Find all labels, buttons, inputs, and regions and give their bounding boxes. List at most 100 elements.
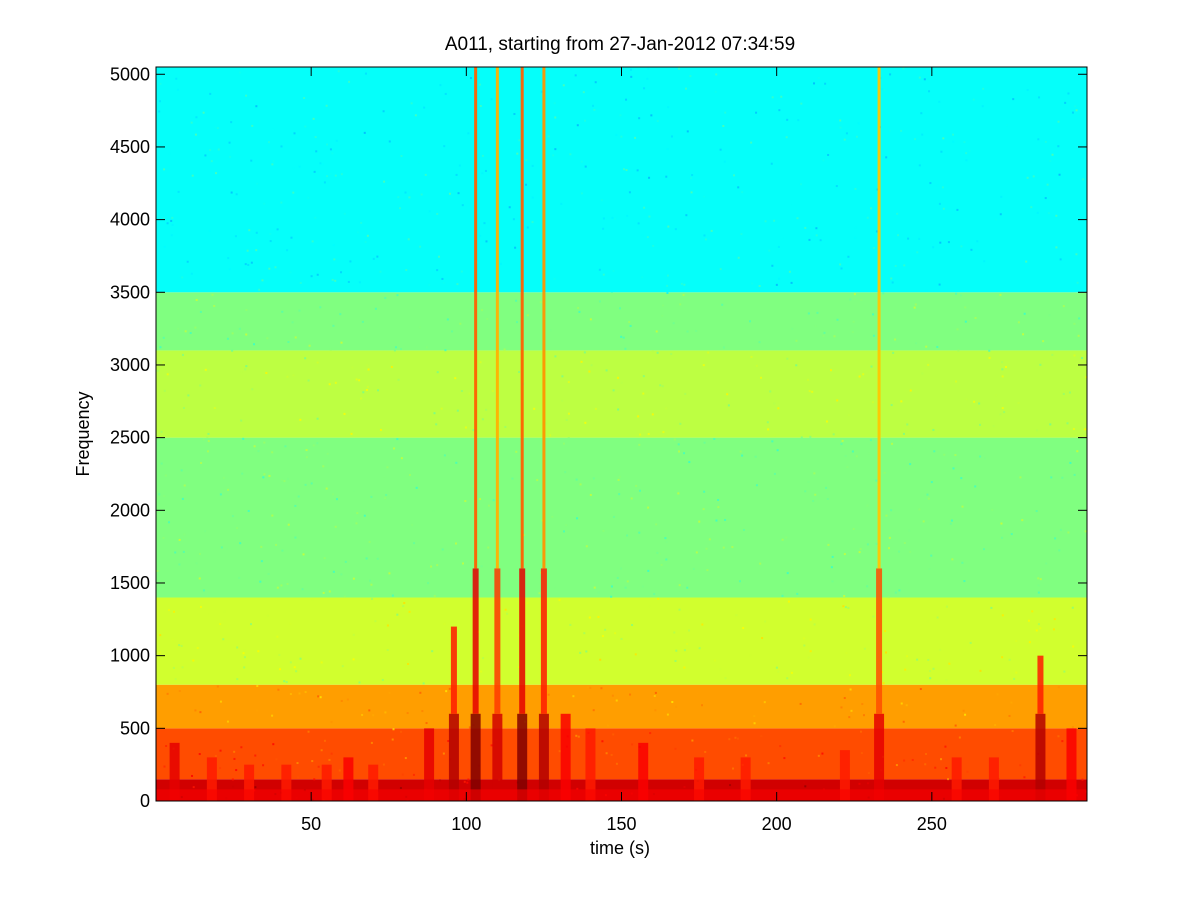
noise-speck <box>902 720 905 723</box>
noise-speck <box>670 352 673 355</box>
noise-speck <box>370 495 373 498</box>
noise-speck <box>392 728 395 731</box>
noise-speck <box>326 143 329 146</box>
noise-speck <box>421 710 424 713</box>
noise-speck <box>381 678 384 681</box>
noise-speck <box>419 691 422 694</box>
noise-speck <box>214 755 217 758</box>
noise-speck <box>560 202 563 205</box>
noise-speck <box>866 543 869 546</box>
noise-speck <box>352 489 355 492</box>
noise-speck <box>956 328 959 331</box>
noise-speck <box>158 651 161 654</box>
noise-speck <box>340 341 343 344</box>
noise-speck <box>277 688 280 691</box>
noise-speck <box>410 102 413 105</box>
noise-speck <box>207 440 210 443</box>
noise-speck <box>178 275 181 278</box>
noise-speck <box>174 551 177 554</box>
noise-speck <box>867 772 870 775</box>
noise-speck <box>292 374 295 377</box>
noise-speck <box>1025 260 1028 263</box>
noise-speck <box>531 221 534 224</box>
noise-speck <box>843 697 846 700</box>
noise-speck <box>665 175 668 178</box>
noise-speck <box>622 336 625 339</box>
event-line <box>542 67 546 569</box>
noise-speck <box>287 477 290 480</box>
noise-speck <box>285 681 288 684</box>
noise-speck <box>247 509 250 512</box>
noise-speck <box>180 644 183 647</box>
noise-speck <box>492 499 495 502</box>
noise-speck <box>927 363 930 366</box>
noise-speck <box>218 570 221 573</box>
noise-speck <box>1063 670 1066 673</box>
noise-speck <box>969 641 972 644</box>
noise-speck <box>1059 528 1062 531</box>
noise-speck <box>944 745 947 748</box>
noise-speck <box>307 730 310 733</box>
noise-speck <box>773 472 776 475</box>
noise-speck <box>418 326 421 329</box>
noise-speck <box>307 379 310 382</box>
noise-speck <box>947 241 950 244</box>
noise-speck <box>575 734 578 737</box>
noise-speck <box>892 351 895 354</box>
noise-speck <box>280 584 283 587</box>
noise-speck <box>558 750 561 753</box>
y-tick-label: 1500 <box>110 573 150 593</box>
noise-speck <box>242 652 245 655</box>
noise-speck <box>617 478 620 481</box>
noise-speck <box>635 484 638 487</box>
noise-speck <box>662 431 665 434</box>
noise-speck <box>226 720 229 723</box>
y-tick-label: 4500 <box>110 137 150 157</box>
noise-speck <box>1058 173 1061 176</box>
noise-speck <box>809 618 812 621</box>
noise-speck <box>999 413 1002 416</box>
noise-speck <box>280 201 283 204</box>
noise-speck <box>999 213 1002 216</box>
event-9 <box>470 67 481 801</box>
noise-speck <box>334 174 337 177</box>
noise-speck <box>726 393 729 396</box>
noise-speck <box>654 709 657 712</box>
noise-speck <box>219 700 222 703</box>
noise-speck <box>673 631 676 634</box>
noise-speck <box>955 292 958 295</box>
noise-speck <box>898 589 901 592</box>
noise-speck <box>250 159 253 162</box>
noise-speck <box>833 725 836 728</box>
noise-speck <box>539 301 542 304</box>
noise-speck <box>947 778 950 781</box>
noise-speck <box>974 316 977 319</box>
noise-speck <box>240 746 243 749</box>
noise-speck <box>785 536 788 539</box>
noise-speck <box>710 229 713 232</box>
noise-speck <box>928 568 931 571</box>
noise-speck <box>506 612 509 615</box>
noise-speck <box>703 195 706 198</box>
noise-speck <box>831 555 834 558</box>
noise-speck <box>267 141 270 144</box>
noise-speck <box>275 758 278 761</box>
noise-speck <box>584 421 587 424</box>
noise-speck <box>330 752 333 755</box>
noise-speck <box>182 550 185 553</box>
noise-speck <box>202 438 205 441</box>
noise-speck <box>852 320 855 323</box>
noise-speck <box>889 73 892 76</box>
noise-speck <box>229 155 232 158</box>
noise-speck <box>897 234 900 237</box>
noise-speck <box>722 125 725 128</box>
noise-speck <box>156 443 159 446</box>
noise-speck <box>922 520 925 523</box>
noise-speck <box>960 294 963 297</box>
noise-speck <box>827 153 830 156</box>
noise-speck <box>222 638 225 641</box>
noise-speck <box>1061 476 1064 479</box>
noise-speck <box>813 472 816 475</box>
noise-speck <box>1037 577 1040 580</box>
noise-speck <box>480 565 483 568</box>
